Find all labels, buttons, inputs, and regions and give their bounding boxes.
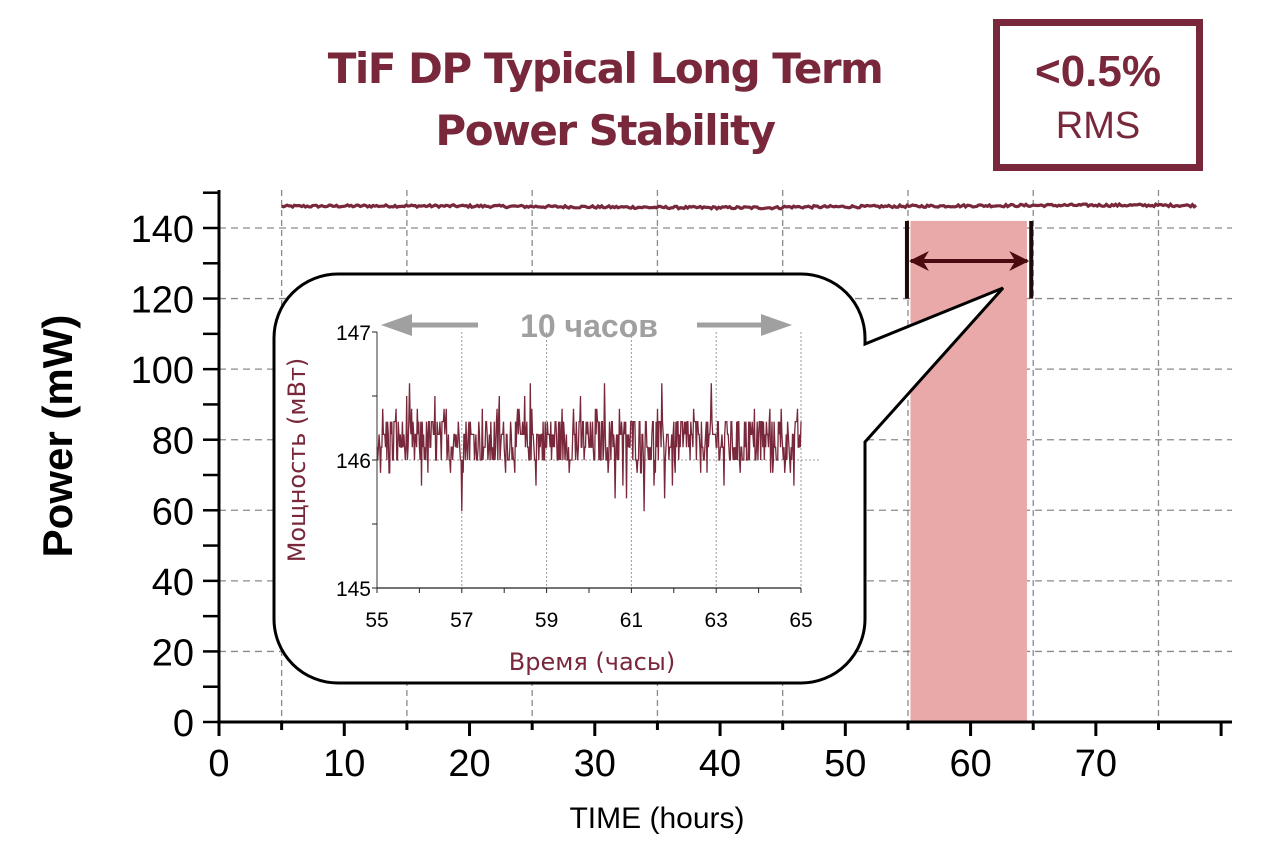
x-axis-title: TIME (hours) [569, 802, 744, 835]
y-tick-label: 140 [131, 209, 194, 251]
inset-x-tick-labels: 55 57 59 61 63 65 [365, 609, 812, 632]
x-tick-label: 60 [949, 743, 991, 785]
inset-chart: 55 57 59 61 63 65 145 146 147 Время (часы) Мощн… [283, 308, 819, 676]
inset-span-annotation: 10 часов [381, 308, 792, 344]
span-arrow-left-head [381, 314, 412, 336]
inset-x-tick-label: 63 [705, 609, 728, 632]
main-axes [203, 190, 1232, 736]
span-arrow-right-head [1009, 251, 1030, 271]
x-tick-label: 40 [699, 743, 741, 785]
span-arrow-left-head [908, 251, 929, 271]
span-marker [904, 220, 1034, 299]
x-tick-label: 50 [824, 743, 866, 785]
main-series [280, 201, 1198, 211]
y-tick-label: 100 [131, 350, 194, 392]
inset-y-axis-title: Мощность (мВт) [283, 358, 311, 563]
chart-title-line2: Power Stability [435, 106, 776, 155]
inset-x-tick-label: 57 [450, 609, 473, 632]
inset-y-tick-label: 147 [336, 322, 371, 345]
inset-x-tick-label: 55 [365, 609, 388, 632]
x-tick-label: 0 [208, 743, 229, 785]
span-arrow-right-head [761, 314, 792, 336]
inset-y-tick-label: 145 [336, 578, 371, 601]
inset-x-tick-label: 61 [620, 609, 643, 632]
y-tick-label: 40 [152, 562, 194, 604]
y-axis-title: Power (mW) [34, 315, 81, 558]
inset-series [376, 383, 802, 512]
y-tick-labels: 0 20 40 60 80 100 120 140 [131, 209, 194, 745]
x-tick-label: 30 [574, 743, 616, 785]
rms-badge: <0.5% RMS [993, 19, 1203, 171]
chart-title: TiF DP Typical Long Term Power Stability [220, 38, 990, 162]
highlight-region [910, 220, 1027, 722]
x-tick-label: 70 [1075, 743, 1117, 785]
inset-x-tick-label: 65 [789, 609, 812, 632]
power-line [280, 201, 1198, 211]
y-tick-label: 120 [131, 280, 194, 322]
rms-value: <0.5% [1035, 47, 1161, 96]
y-tick-label: 0 [173, 703, 194, 745]
inset-x-axis-title: Время (часы) [509, 648, 675, 676]
x-tick-label: 20 [448, 743, 490, 785]
inset-power-line [376, 383, 802, 512]
x-tick-labels: 0 10 20 30 40 50 60 70 [208, 743, 1117, 785]
y-tick-label: 20 [152, 632, 194, 674]
inset-y-tick-label: 146 [336, 450, 371, 473]
inset-x-tick-label: 59 [535, 609, 558, 632]
span-label: 10 часов [520, 308, 658, 344]
y-tick-label: 60 [152, 491, 194, 533]
y-tick-label: 80 [152, 421, 194, 463]
inset-axes [372, 331, 802, 593]
chart-title-line1: TiF DP Typical Long Term [327, 44, 884, 93]
x-tick-label: 10 [323, 743, 365, 785]
rms-label: RMS [1055, 105, 1141, 147]
inset-y-tick-labels: 145 146 147 [336, 322, 371, 601]
callout-bubble [272, 272, 1005, 685]
